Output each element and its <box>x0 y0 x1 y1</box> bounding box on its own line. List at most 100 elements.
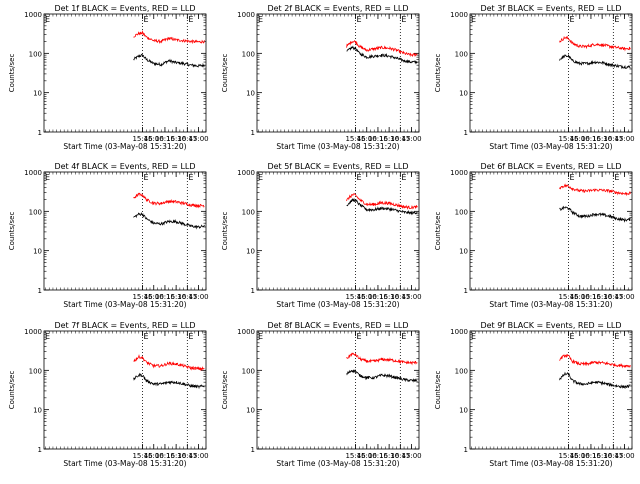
x-tick-label: 17:00 <box>401 293 421 301</box>
y-tick-label: 10 <box>246 407 255 415</box>
y-tick-label: 1 <box>464 287 468 295</box>
marker-label: E <box>188 332 193 341</box>
y-axis-label: Counts/sec <box>221 371 229 410</box>
marker-label: E <box>357 15 362 24</box>
marker-label: E <box>144 15 149 24</box>
panel-title: Det 5f BLACK = Events, RED = LLD <box>267 162 408 171</box>
x-tick-label: 16:30 <box>166 293 186 301</box>
panel-4: Det 4f BLACK = Events, RED = LLD 1 10 100 10… <box>8 162 209 309</box>
x-tick-label: 16:30 <box>592 452 612 460</box>
x-tick-label: 15:45 <box>345 293 365 301</box>
y-axis-label: Counts/sec <box>434 54 442 93</box>
x-tick-label: 16:30 <box>379 135 399 143</box>
panel-7: Det 7f BLACK = Events, RED = LLD 1 10 100 10… <box>8 321 209 468</box>
marker-label: E <box>570 332 575 341</box>
y-tick-label: 1000 <box>237 11 255 19</box>
x-axis-label: Start Time (03-May-08 15:31:20) <box>489 459 612 468</box>
series-lld-line <box>133 354 205 372</box>
x-tick-label: 15:45 <box>345 135 365 143</box>
x-tick-label: 16:45 <box>603 293 623 301</box>
marker-label: E <box>401 332 406 341</box>
series-lld-line <box>346 39 418 58</box>
x-tick-label: 16:15 <box>368 293 388 301</box>
x-axis-label: Start Time (03-May-08 15:31:20) <box>63 300 186 309</box>
y-tick-label: 1000 <box>450 328 468 336</box>
x-tick-label: 15:45 <box>558 293 578 301</box>
y-tick-label: 100 <box>455 208 468 216</box>
y-tick-label: 1 <box>251 287 255 295</box>
marker-label: E <box>614 332 619 341</box>
x-tick-label: 16:45 <box>603 135 623 143</box>
x-tick-label: 17:00 <box>188 452 208 460</box>
x-axis-label: Start Time (03-May-08 15:31:20) <box>489 142 612 151</box>
series-lld-line <box>559 353 631 369</box>
x-tick-label: 15:45 <box>132 293 152 301</box>
y-tick-label: 1 <box>251 446 255 454</box>
y-tick-label: 1 <box>464 129 468 137</box>
x-tick-label: 15:45 <box>132 452 152 460</box>
y-tick-label: 100 <box>455 50 468 58</box>
marker-label: E <box>144 332 149 341</box>
x-tick-label: 16:45 <box>603 452 623 460</box>
marker-label: E <box>258 15 263 24</box>
x-tick-label: 16:00 <box>570 452 590 460</box>
y-tick-label: 1000 <box>237 328 255 336</box>
y-axis-label: Counts/sec <box>8 212 16 251</box>
x-tick-label: 17:00 <box>614 452 634 460</box>
y-tick-label: 1000 <box>24 169 42 177</box>
y-tick-label: 10 <box>459 90 468 98</box>
panel-5: Det 5f BLACK = Events, RED = LLD 1 10 100 10… <box>221 162 422 309</box>
marker-label: E <box>144 173 149 182</box>
marker-label: E <box>471 173 476 182</box>
marker-label: E <box>471 15 476 24</box>
x-tick-label: 15:45 <box>345 452 365 460</box>
x-tick-label: 16:15 <box>155 452 175 460</box>
x-tick-label: 16:00 <box>570 135 590 143</box>
plot-frame <box>256 330 420 450</box>
x-tick-label: 16:00 <box>570 293 590 301</box>
y-tick-label: 10 <box>246 248 255 256</box>
y-tick-label: 100 <box>29 208 42 216</box>
panel-title: Det 9f BLACK = Events, RED = LLD <box>480 321 621 330</box>
series-events-line <box>559 205 631 223</box>
x-axis-label: Start Time (03-May-08 15:31:20) <box>63 459 186 468</box>
series-events-line <box>346 198 418 216</box>
x-tick-label: 16:15 <box>581 293 601 301</box>
marker-label: E <box>471 332 476 341</box>
x-axis-label: Start Time (03-May-08 15:31:20) <box>276 142 399 151</box>
x-tick-label: 16:45 <box>177 452 197 460</box>
series-lld-line <box>133 192 205 209</box>
x-tick-label: 17:00 <box>188 293 208 301</box>
marker-label: E <box>45 15 50 24</box>
x-tick-label: 16:30 <box>379 293 399 301</box>
marker-label: E <box>570 173 575 182</box>
y-tick-label: 10 <box>33 90 42 98</box>
y-axis-label: Counts/sec <box>8 54 16 93</box>
y-tick-label: 1000 <box>237 169 255 177</box>
marker-label: E <box>188 15 193 24</box>
x-tick-label: 16:15 <box>368 135 388 143</box>
x-tick-label: 16:30 <box>379 452 399 460</box>
x-tick-label: 16:00 <box>357 452 377 460</box>
plot-frame <box>469 330 633 450</box>
panel-9: Det 9f BLACK = Events, RED = LLD 1 10 100 10… <box>434 321 635 468</box>
y-tick-label: 1 <box>464 446 468 454</box>
y-axis-label: Counts/sec <box>221 212 229 251</box>
y-tick-label: 1 <box>251 129 255 137</box>
x-tick-label: 16:00 <box>144 452 164 460</box>
panel-title: Det 7f BLACK = Events, RED = LLD <box>54 321 195 330</box>
x-tick-label: 15:45 <box>558 452 578 460</box>
plot-frame <box>43 330 207 450</box>
x-tick-label: 16:15 <box>155 293 175 301</box>
y-axis-label: Counts/sec <box>434 212 442 251</box>
series-lld-line <box>346 193 418 210</box>
x-axis-label: Start Time (03-May-08 15:31:20) <box>276 459 399 468</box>
x-axis-label: Start Time (03-May-08 15:31:20) <box>276 300 399 309</box>
x-tick-label: 17:00 <box>401 452 421 460</box>
marker-label: E <box>357 173 362 182</box>
panel-title: Det 2f BLACK = Events, RED = LLD <box>267 4 408 13</box>
y-axis-label: Counts/sec <box>221 54 229 93</box>
x-tick-label: 17:00 <box>614 293 634 301</box>
y-tick-label: 100 <box>29 50 42 58</box>
